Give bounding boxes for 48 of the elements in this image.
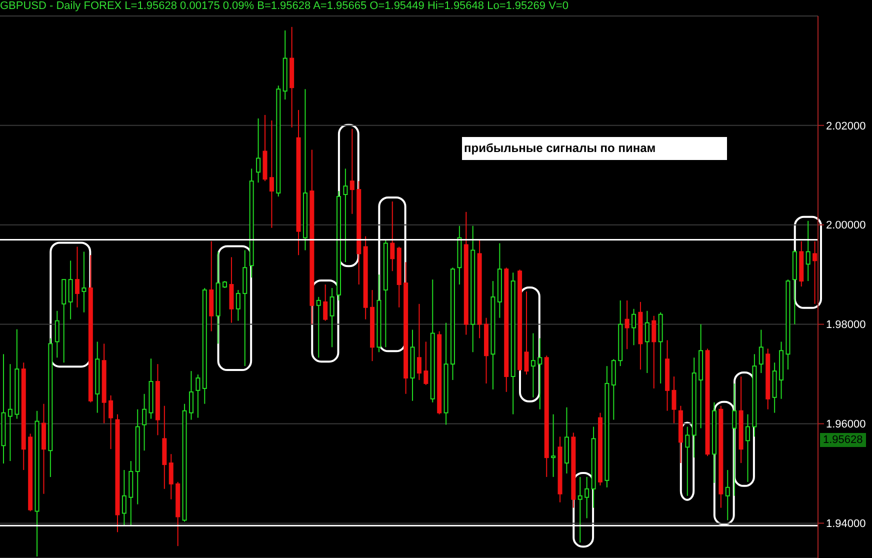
y-tick-label: 1.96000 (826, 418, 866, 431)
candlestick (652, 315, 656, 389)
candlestick (188, 370, 194, 420)
candlestick (390, 200, 395, 272)
y-tick-label: 2.00000 (826, 220, 866, 232)
candlestick (524, 290, 529, 376)
candlestick (82, 251, 86, 313)
candlestick (256, 118, 261, 184)
candlestick (551, 414, 556, 478)
candlestick (350, 128, 354, 214)
candlestick (8, 364, 12, 462)
candlestick (584, 476, 590, 519)
candlestick (330, 287, 334, 348)
chart-title: GBPUSD - Daily FOREX L=1.95628 0.00175 0.09% B=1.95628 A=1.95665 O=1.95449 Hi=1.95648 Lo=1.95269 V=0 (0, 0, 568, 13)
candlestick (236, 289, 240, 322)
candlestick (746, 414, 750, 482)
candlestick (624, 300, 630, 350)
y-tick-label: 1.94000 (826, 518, 866, 530)
candlestick (632, 308, 636, 346)
candlestick (108, 394, 114, 450)
candlestick (806, 220, 810, 282)
annotation: прибыльные сигналы по пинам (464, 140, 656, 157)
candlestick (343, 168, 348, 263)
candlestick (54, 310, 60, 358)
candlestick (323, 284, 328, 322)
candlestick (122, 469, 126, 526)
candlestick (196, 374, 200, 418)
candlestick (725, 469, 730, 521)
candlestick (424, 341, 428, 386)
candlestick (538, 338, 542, 410)
candlestick (812, 240, 818, 304)
candlestick (68, 260, 73, 320)
candlestick (644, 310, 650, 374)
candlestick (316, 296, 321, 358)
candlestick (142, 393, 147, 452)
candlestick (672, 376, 676, 424)
y-tick-label: 2.02000 (826, 120, 866, 132)
candlestick (578, 476, 582, 544)
y-tick-label: 1.98000 (826, 319, 866, 332)
candlestick (758, 329, 764, 374)
candlestick (416, 303, 422, 380)
candlestick (75, 246, 80, 308)
candlestick (168, 454, 174, 500)
text: 1.95628 (820, 433, 866, 447)
candlestick (685, 426, 690, 496)
candlestick (530, 332, 536, 398)
candlestick (732, 382, 737, 496)
candlestick (269, 120, 274, 228)
